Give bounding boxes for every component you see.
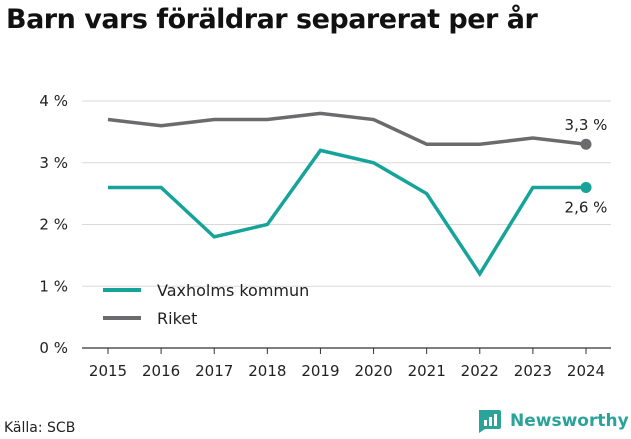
brand-name: Newsworthy (510, 411, 629, 431)
x-tick-label: 2018 (248, 362, 286, 380)
x-tick-label: 2022 (461, 362, 499, 380)
brand-logo: Newsworthy (476, 408, 629, 434)
series-layer: 2,6 % 3,3 % (107, 111, 608, 278)
legend-label: Vaxholms kommun (157, 281, 309, 300)
y-tick-label: 0 % (39, 339, 68, 357)
source-note: Källa: SCB (4, 420, 76, 436)
x-tick-label: 2023 (514, 362, 552, 380)
x-tick-label: 2021 (408, 362, 446, 380)
legend-label: Riket (157, 309, 197, 328)
x-tick-label: 2017 (195, 362, 233, 380)
series-end-label: 2,6 % (565, 198, 608, 216)
series-end-label: 3,3 % (565, 116, 608, 134)
series-line-0 (108, 148, 586, 278)
x-tick-label: 2020 (354, 362, 392, 380)
x-tick-label: 2019 (301, 362, 339, 380)
series-line-1 (107, 111, 587, 146)
y-axis: 0 % 1 % 2 % 3 % 4 % (39, 92, 68, 357)
y-tick-label: 1 % (39, 277, 68, 295)
y-tick-label: 4 % (39, 92, 68, 110)
y-tick-label: 3 % (39, 154, 68, 172)
x-tick-label: 2016 (142, 362, 180, 380)
line-chart: 0 % 1 % 2 % 3 % 4 % 2015 2016 2017 2018 2019 2020… (39, 92, 611, 380)
x-tick-label: 2015 (89, 362, 127, 380)
grid-layer (82, 100, 611, 349)
chart-title: Barn vars föräldrar separerat per år (6, 4, 538, 35)
series-end-point (580, 181, 592, 193)
x-tick-label: 2024 (567, 362, 605, 380)
chart-logo-icon (479, 410, 501, 433)
series-end-point (580, 138, 592, 150)
legend: Vaxholms kommun Riket (103, 281, 309, 328)
y-tick-label: 2 % (39, 216, 68, 234)
x-axis: 2015 2016 2017 2018 2019 2020 2021 2022 2023 2024 (89, 348, 605, 380)
